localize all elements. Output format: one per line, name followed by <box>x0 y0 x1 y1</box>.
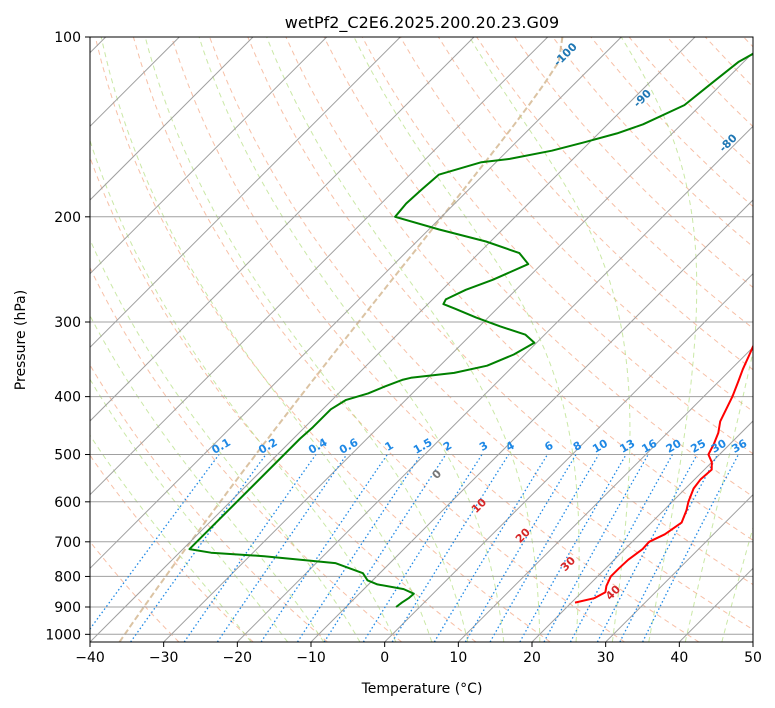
moist-adiabat-line <box>90 238 361 642</box>
y-tick-label: 300 <box>54 315 81 331</box>
mixing-ratio-line <box>216 454 348 642</box>
isotherm-line <box>90 37 622 570</box>
mixing-ratio-line <box>260 454 388 642</box>
dry-adiabat-line <box>399 37 753 413</box>
reference-curve <box>118 37 564 642</box>
isotherm-line <box>531 420 753 642</box>
mixing-ratio-line <box>569 454 673 642</box>
dry-adiabat-line <box>132 37 625 642</box>
dry-adiabat-line <box>94 37 551 642</box>
mixing-ratio-line <box>596 454 698 642</box>
dry-adiabat-line <box>209 37 753 631</box>
y-axis-ticks: 100 200 300 400 500 600 700 800 900 1000 <box>45 30 90 643</box>
isotherm-line <box>384 272 753 642</box>
x-tick-label: 40 <box>670 650 688 666</box>
isotherm-line <box>90 37 475 422</box>
mixing-ratio-line <box>323 454 447 642</box>
moist-adiabat-line <box>100 37 433 642</box>
x-tick-label: −10 <box>296 650 326 666</box>
x-tick-label: 10 <box>449 650 467 666</box>
y-tick-label: 500 <box>54 448 81 464</box>
moist-adiabat-line <box>353 37 580 642</box>
mixing-ratio-line <box>464 454 577 642</box>
moist-adiabat-line <box>469 37 631 642</box>
isotherm-line <box>457 346 753 642</box>
dry-adiabat-line <box>90 155 477 642</box>
dry-adiabat-line <box>361 37 753 455</box>
mixing-ratio-line <box>130 454 267 642</box>
mixing-ratio-line <box>296 454 422 642</box>
y-tick-label: 400 <box>54 390 81 406</box>
mixing-ratio-line <box>90 454 220 631</box>
plot-frame <box>89 36 754 643</box>
isotherm-line <box>236 125 753 642</box>
y-tick-label: 800 <box>54 569 81 585</box>
mixing-ratio-line <box>183 454 317 642</box>
isotherm-line <box>90 37 254 201</box>
y-tick-label: 100 <box>54 30 81 46</box>
y-tick-label: 1000 <box>45 627 81 643</box>
y-tick-label: 700 <box>54 535 81 551</box>
dry-adiabat-line <box>514 37 753 289</box>
dry-adiabat-line <box>247 37 753 586</box>
isotherm-line <box>90 37 696 642</box>
isotherm-line <box>90 37 549 496</box>
moist-adiabat-line <box>144 37 469 642</box>
x-tick-label: −30 <box>149 650 179 666</box>
dewpoint-profile-line <box>188 52 753 608</box>
dry-adiabat-line <box>90 454 254 642</box>
x-tick-label: 20 <box>523 650 541 666</box>
isotherm-line <box>90 37 328 275</box>
y-tick-label: 600 <box>54 495 81 511</box>
y-tick-label: 200 <box>54 210 81 226</box>
mixing-ratio-line <box>433 454 549 642</box>
dry-adiabat-line <box>285 37 753 541</box>
profile-lines <box>188 52 753 608</box>
x-tick-label: 50 <box>744 650 762 666</box>
background-lines <box>90 37 753 642</box>
moist-adiabat-line <box>90 378 289 642</box>
dry-adiabat-line <box>90 540 180 642</box>
x-axis-ticks: −40 −30 −20 −10 0 10 20 30 40 50 <box>75 642 762 666</box>
mixing-ratio-line <box>489 454 600 642</box>
dry-adiabat-line <box>90 364 328 642</box>
isotherm-line <box>310 199 753 642</box>
moist-adiabat-line <box>90 138 397 642</box>
x-tick-label: 0 <box>380 650 389 666</box>
isotherm-line <box>90 37 401 349</box>
moist-adiabat-line <box>266 37 541 642</box>
isotherm-line <box>163 51 753 642</box>
mixing-ratio-line <box>519 454 627 642</box>
dry-adiabat-line <box>90 266 403 642</box>
chart-title: wetPf2_C2E6.2025.200.20.23.G09 <box>285 13 559 33</box>
x-axis-label: Temperature (°C) <box>361 681 483 697</box>
dry-adiabat-line <box>476 37 753 329</box>
temperature-profile-line <box>574 343 753 604</box>
x-tick-label: 30 <box>597 650 615 666</box>
x-tick-label: −20 <box>223 650 253 666</box>
moist-adiabat-line <box>90 434 252 642</box>
y-axis-label: Pressure (hPa) <box>13 290 29 390</box>
x-tick-label: −40 <box>75 650 105 666</box>
dry-adiabat-line <box>171 37 700 642</box>
isotherm-line <box>605 493 753 642</box>
y-tick-label: 900 <box>54 600 81 616</box>
